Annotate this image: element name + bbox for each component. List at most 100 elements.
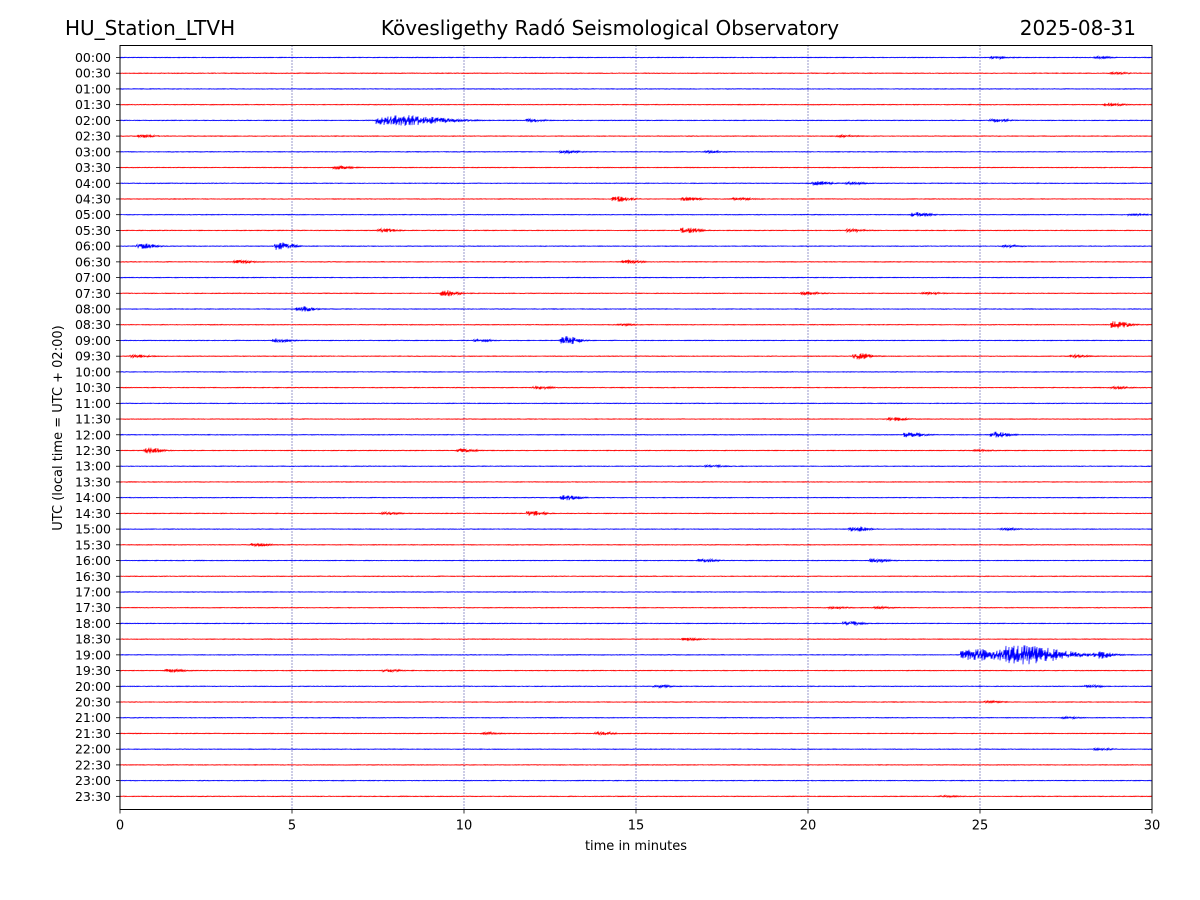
y-tick-label: 05:00 [75,207,111,222]
station-label: HU_Station_LTVH [65,16,236,40]
y-axis-label: UTC (local time = UTC + 02:00) [51,325,66,530]
trace-1430 [119,510,1153,516]
trace-1030 [119,385,1153,391]
y-tick-label: 11:30 [75,412,111,427]
y-tick-label: 19:30 [75,663,111,678]
trace-0630 [119,259,1153,265]
trace-1130 [119,416,1153,422]
y-tick-label: 17:30 [75,600,111,615]
y-tick-label: 23:30 [75,789,111,804]
y-tick-label: 17:00 [75,584,111,599]
y-tick-label: 06:00 [75,239,111,254]
y-tick-label: 08:30 [75,317,111,332]
y-tick-label: 18:30 [75,632,111,647]
trace-0700 [119,276,1153,279]
trace-1600 [119,557,1153,564]
y-tick-label: 09:00 [75,333,111,348]
trace-0330 [119,164,1153,170]
chart-title: Kövesligethy Radó Seismological Observat… [380,16,840,40]
date-label: 2025-08-31 [1019,16,1136,40]
y-tick-label: 09:30 [75,349,111,364]
trace-1400 [119,495,1153,501]
trace-0930 [119,353,1153,360]
x-tick-label: 0 [116,819,124,834]
y-tick-label: 03:30 [75,160,111,175]
y-tick-label: 06:30 [75,254,111,269]
trace-1100 [119,402,1153,405]
trace-2000 [119,683,1153,689]
y-tick-label: 10:30 [75,380,111,395]
trace-1730 [119,605,1153,610]
trace-0900 [119,336,1153,345]
x-tick-label: 10 [456,819,473,834]
y-tick-label: 02:30 [75,129,111,144]
trace-0830 [119,321,1153,329]
trace-0430 [119,196,1153,202]
trace-2200 [119,747,1153,752]
trace-1900 [119,645,1153,665]
trace-2230 [119,763,1153,766]
y-tick-label: 20:00 [75,679,111,694]
trace-2030 [119,699,1153,704]
trace-1630 [119,575,1153,578]
trace-1500 [119,526,1153,532]
y-tick-label: 14:30 [75,506,111,521]
y-tick-label: 04:00 [75,176,111,191]
trace-0200 [119,115,1153,126]
trace-1800 [119,620,1153,627]
y-tick-label: 18:00 [75,616,111,631]
trace-0130 [119,102,1153,107]
trace-0030 [119,71,1153,76]
trace-0500 [119,212,1153,218]
y-tick-label: 00:30 [75,66,111,81]
axis-layer: 0 5 10 15 20 25 30 00:0000:3001:0001:3002:0002:… [75,50,1160,834]
trace-1530 [119,542,1153,548]
trace-0100 [119,87,1153,90]
trace-2300 [119,779,1153,782]
trace-layer [119,55,1153,799]
trace-1700 [119,590,1153,593]
y-tick-label: 13:00 [75,459,111,474]
trace-1330 [119,480,1153,483]
y-tick-label: 05:30 [75,223,111,238]
y-tick-label: 14:00 [75,490,111,505]
y-tick-label: 11:00 [75,396,111,411]
trace-0400 [119,180,1153,187]
trace-2130 [119,730,1153,737]
trace-0230 [119,133,1153,139]
trace-0300 [119,149,1153,155]
trace-1300 [119,463,1153,469]
y-tick-label: 21:30 [75,726,111,741]
x-tick-label: 25 [972,819,989,834]
y-tick-label: 01:00 [75,81,111,96]
x-tick-label: 30 [1144,819,1161,834]
y-tick-label: 16:00 [75,553,111,568]
trace-1200 [119,431,1153,438]
trace-1830 [119,637,1153,642]
trace-0800 [119,306,1153,312]
y-tick-label: 22:30 [75,757,111,772]
trace-1000 [119,370,1153,373]
y-tick-label: 20:30 [75,695,111,710]
y-tick-label: 21:00 [75,710,111,725]
trace-0530 [119,227,1153,234]
y-tick-label: 13:30 [75,474,111,489]
grid-layer [291,45,981,810]
y-tick-label: 04:30 [75,191,111,206]
x-tick-label: 5 [288,819,296,834]
y-tick-label: 02:00 [75,113,111,128]
y-tick-label: 15:30 [75,537,111,552]
trace-1230 [119,447,1153,454]
y-tick-label: 23:00 [75,773,111,788]
y-tick-label: 19:00 [75,647,111,662]
trace-1930 [119,668,1153,674]
trace-0600 [119,242,1153,250]
trace-2330 [119,794,1153,799]
y-tick-label: 07:30 [75,286,111,301]
trace-0730 [119,290,1153,297]
y-tick-label: 12:30 [75,443,111,458]
y-tick-label: 10:00 [75,364,111,379]
trace-0000 [119,55,1153,61]
x-tick-label: 20 [800,819,817,834]
